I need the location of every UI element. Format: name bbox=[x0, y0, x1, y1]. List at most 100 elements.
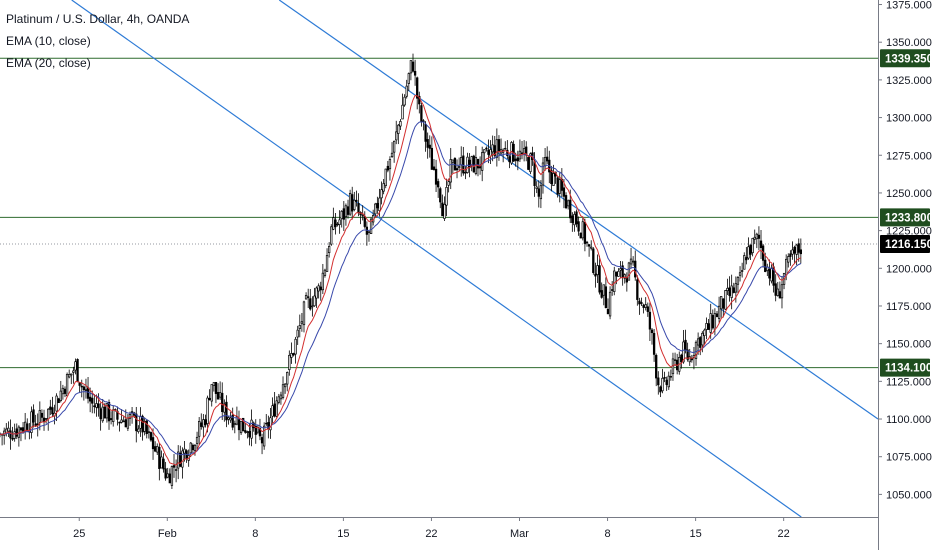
candle-body bbox=[325, 255, 329, 272]
candle-body bbox=[74, 361, 77, 371]
candle-body bbox=[575, 211, 578, 225]
candle-body bbox=[275, 400, 278, 417]
candle-body bbox=[443, 204, 446, 219]
candle-body bbox=[401, 104, 404, 120]
candle-body bbox=[403, 96, 406, 106]
candle-body bbox=[558, 179, 561, 194]
candle-body bbox=[774, 283, 777, 296]
candle-body bbox=[151, 437, 155, 450]
y-tick-label: 1375.000 bbox=[886, 0, 932, 12]
candle-body bbox=[757, 234, 761, 239]
y-tick-label: 1200.000 bbox=[886, 263, 932, 275]
candle-body bbox=[376, 202, 379, 209]
candle-body bbox=[97, 403, 100, 409]
candle-body bbox=[409, 60, 413, 74]
candle-body bbox=[392, 140, 396, 153]
y-tick-label: 1250.000 bbox=[886, 188, 932, 200]
candle-body bbox=[437, 181, 440, 188]
candle-body bbox=[367, 231, 371, 233]
candle-body bbox=[342, 208, 345, 220]
candle-body bbox=[770, 268, 773, 282]
candle-body bbox=[611, 289, 614, 291]
candle-body bbox=[263, 425, 266, 447]
candle-body bbox=[460, 157, 463, 166]
candle-body bbox=[709, 313, 712, 333]
candle-body bbox=[650, 329, 654, 334]
candle-body bbox=[644, 304, 647, 308]
candle-body bbox=[606, 308, 610, 315]
candle-body bbox=[535, 186, 538, 189]
candle-body bbox=[239, 420, 243, 434]
x-tick-label: 15 bbox=[337, 528, 349, 540]
candle-body bbox=[118, 421, 121, 424]
candle-body bbox=[348, 192, 352, 215]
candle-body bbox=[244, 430, 247, 433]
candle-body bbox=[380, 189, 383, 199]
candle-body bbox=[489, 149, 492, 157]
candle-body bbox=[225, 401, 228, 421]
candle-body bbox=[732, 287, 735, 293]
candle-body bbox=[319, 286, 322, 291]
candle-body bbox=[363, 216, 366, 227]
candle-body bbox=[546, 156, 549, 162]
candle-body bbox=[638, 300, 641, 305]
candle-body bbox=[95, 403, 98, 408]
candle-body bbox=[68, 374, 71, 378]
candle-body bbox=[166, 473, 169, 478]
chart-legend: Platinum / U.S. Dollar, 4h, OANDA EMA (1… bbox=[6, 8, 189, 74]
candle-body bbox=[533, 161, 536, 186]
candle-body bbox=[177, 451, 180, 469]
candle-body bbox=[434, 168, 438, 185]
candle-body bbox=[321, 272, 325, 291]
candle-body bbox=[420, 105, 423, 122]
candle-body bbox=[30, 411, 33, 433]
candle-body bbox=[269, 417, 272, 431]
candle-body bbox=[571, 215, 574, 223]
candle-body bbox=[273, 403, 276, 417]
candle-body bbox=[665, 379, 668, 385]
candle-body bbox=[577, 221, 580, 232]
candle-body bbox=[242, 417, 245, 432]
candle-body bbox=[690, 358, 693, 361]
candle-body bbox=[585, 241, 589, 244]
y-tick-label: 1100.000 bbox=[886, 414, 931, 426]
candle-body bbox=[172, 465, 176, 468]
candle-body bbox=[334, 219, 337, 228]
candle-body bbox=[684, 339, 687, 351]
candle-body bbox=[520, 152, 524, 154]
channel-line bbox=[278, 0, 879, 420]
y-tick-label: 1275.000 bbox=[886, 150, 932, 162]
candle-body bbox=[562, 187, 566, 197]
x-tick-label: 22 bbox=[778, 528, 790, 540]
candle-body bbox=[713, 313, 717, 330]
candle-body bbox=[281, 384, 285, 398]
candle-body bbox=[149, 432, 153, 441]
current-price-tag-label: 1216.150 bbox=[885, 239, 932, 251]
candle-body bbox=[49, 406, 52, 410]
candle-body bbox=[195, 436, 199, 444]
candle-body bbox=[682, 341, 685, 363]
candle-body bbox=[15, 428, 18, 437]
candle-body bbox=[344, 205, 348, 218]
level-tag-bg bbox=[880, 358, 930, 377]
y-tick-label: 1350.000 bbox=[886, 37, 932, 49]
candle-body bbox=[483, 149, 486, 154]
candle-body bbox=[487, 149, 490, 155]
candle-body bbox=[317, 285, 320, 292]
candle-body bbox=[449, 159, 452, 183]
candle-body bbox=[26, 423, 29, 432]
candle-body bbox=[627, 262, 631, 281]
candle-body bbox=[143, 420, 146, 432]
y-tick-label: 1175.000 bbox=[886, 301, 931, 313]
candle-body bbox=[164, 468, 167, 479]
candle-body bbox=[7, 427, 10, 432]
candle-body bbox=[617, 270, 620, 277]
candle-body bbox=[351, 194, 354, 212]
ema10-line bbox=[0, 94, 802, 466]
candle-body bbox=[189, 442, 192, 454]
candle-body bbox=[734, 283, 738, 293]
candle-body bbox=[304, 295, 308, 300]
candle-body bbox=[327, 246, 331, 254]
candle-body bbox=[566, 200, 570, 207]
